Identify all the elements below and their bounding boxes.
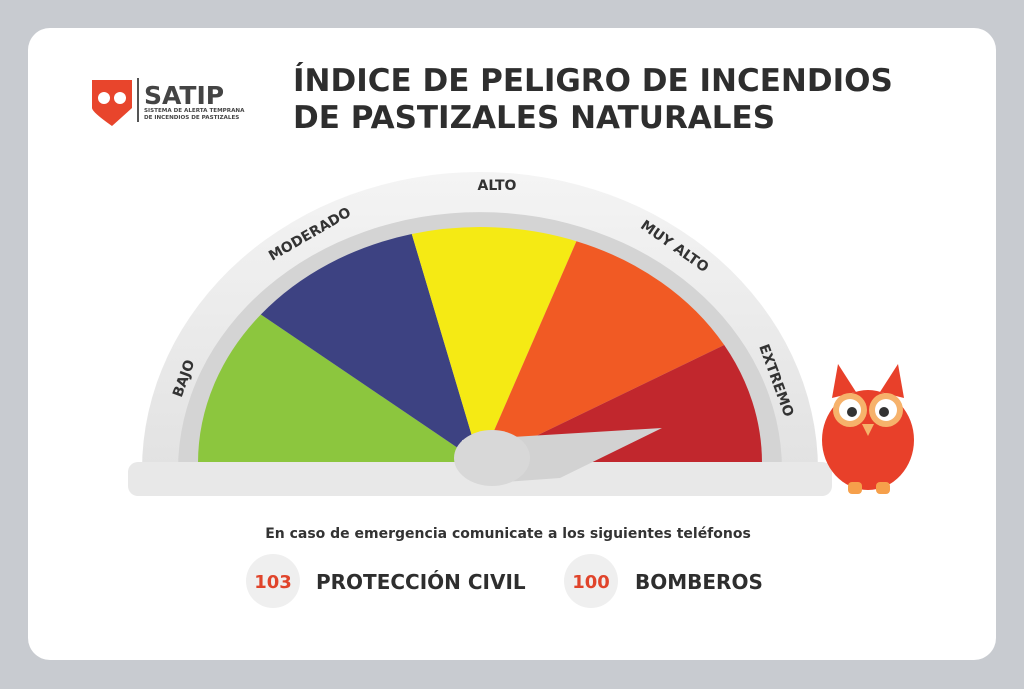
- logo-shield: [92, 80, 132, 126]
- gauge-segment: [198, 314, 480, 463]
- logo-subtitle: SISTEMA DE ALERTA TEMPRANA: [144, 108, 245, 114]
- phone-number: 100: [572, 572, 610, 593]
- owl-mascot: [822, 364, 914, 494]
- gauge-segment: [411, 227, 577, 463]
- phone-badge: [246, 554, 300, 608]
- title: DE PASTIZALES NATURALES: [293, 100, 775, 136]
- emergency-text: En caso de emergencia comunicate a los s…: [265, 526, 751, 542]
- gauge-segment: [480, 241, 725, 463]
- needle-hub: [454, 430, 530, 486]
- logo-name: SATIP: [144, 81, 224, 110]
- logo-eye: [114, 92, 126, 104]
- gauge-segments: [198, 227, 762, 463]
- contact-name: PROTECCIÓN CIVIL: [316, 570, 526, 594]
- gauge-segment: [480, 345, 762, 463]
- contact-name: BOMBEROS: [635, 570, 763, 594]
- gauge-segment: [260, 234, 480, 463]
- logo-eye: [98, 92, 110, 104]
- logo-subtitle: DE INCENDIOS DE PASTIZALES: [144, 115, 239, 121]
- phone-number: 103: [254, 572, 292, 593]
- logo: SATIP SISTEMA DE ALERTA TEMPRANA DE INCE…: [92, 78, 245, 126]
- level-label: ALTO: [478, 178, 517, 194]
- title: ÍNDICE DE PELIGRO DE INCENDIOS: [293, 63, 893, 99]
- phone-badge: [564, 554, 618, 608]
